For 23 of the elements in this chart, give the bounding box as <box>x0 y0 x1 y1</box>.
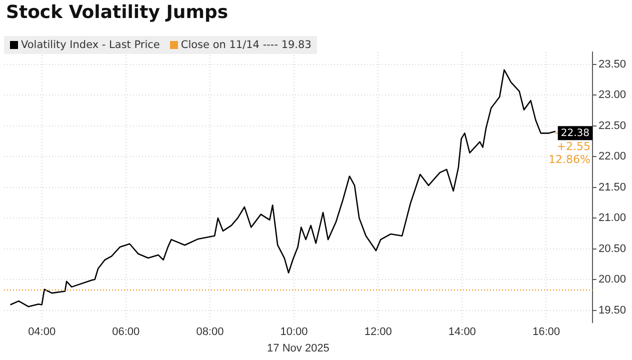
x-axis-title: 17 Nov 2025 <box>267 342 330 354</box>
x-tick-label: 06:00 <box>112 326 140 338</box>
y-tick-label: 23.50 <box>598 58 626 70</box>
y-tick-label: 22.50 <box>598 120 626 132</box>
y-tick-label: 20.00 <box>598 274 626 286</box>
x-tick-label: 16:00 <box>532 326 560 338</box>
x-tick-label: 04:00 <box>28 326 56 338</box>
y-tick-label: 22.00 <box>598 150 626 163</box>
y-tick-label: 20.50 <box>598 242 626 255</box>
x-tick-label: 08:00 <box>196 326 224 338</box>
annotation: 12.86% <box>548 153 590 166</box>
legend-label: Close on 11/14 ---- 19.83 <box>180 39 312 51</box>
legend-label: Volatility Index - Last Price <box>20 39 160 51</box>
y-tick-label: 21.00 <box>598 212 626 224</box>
chart-title: Stock Volatility Jumps <box>6 2 228 23</box>
y-tick-label: 19.50 <box>598 304 626 316</box>
x-tick-label: 12:00 <box>364 326 392 338</box>
x-tick-label: 10:00 <box>280 326 308 338</box>
y-tick-label: 21.50 <box>598 181 626 194</box>
annotation: 22.38 <box>560 128 590 139</box>
annotation: +2.55 <box>556 140 590 154</box>
y-tick-label: 23.00 <box>598 89 626 102</box>
x-tick-label: 14:00 <box>448 326 476 338</box>
